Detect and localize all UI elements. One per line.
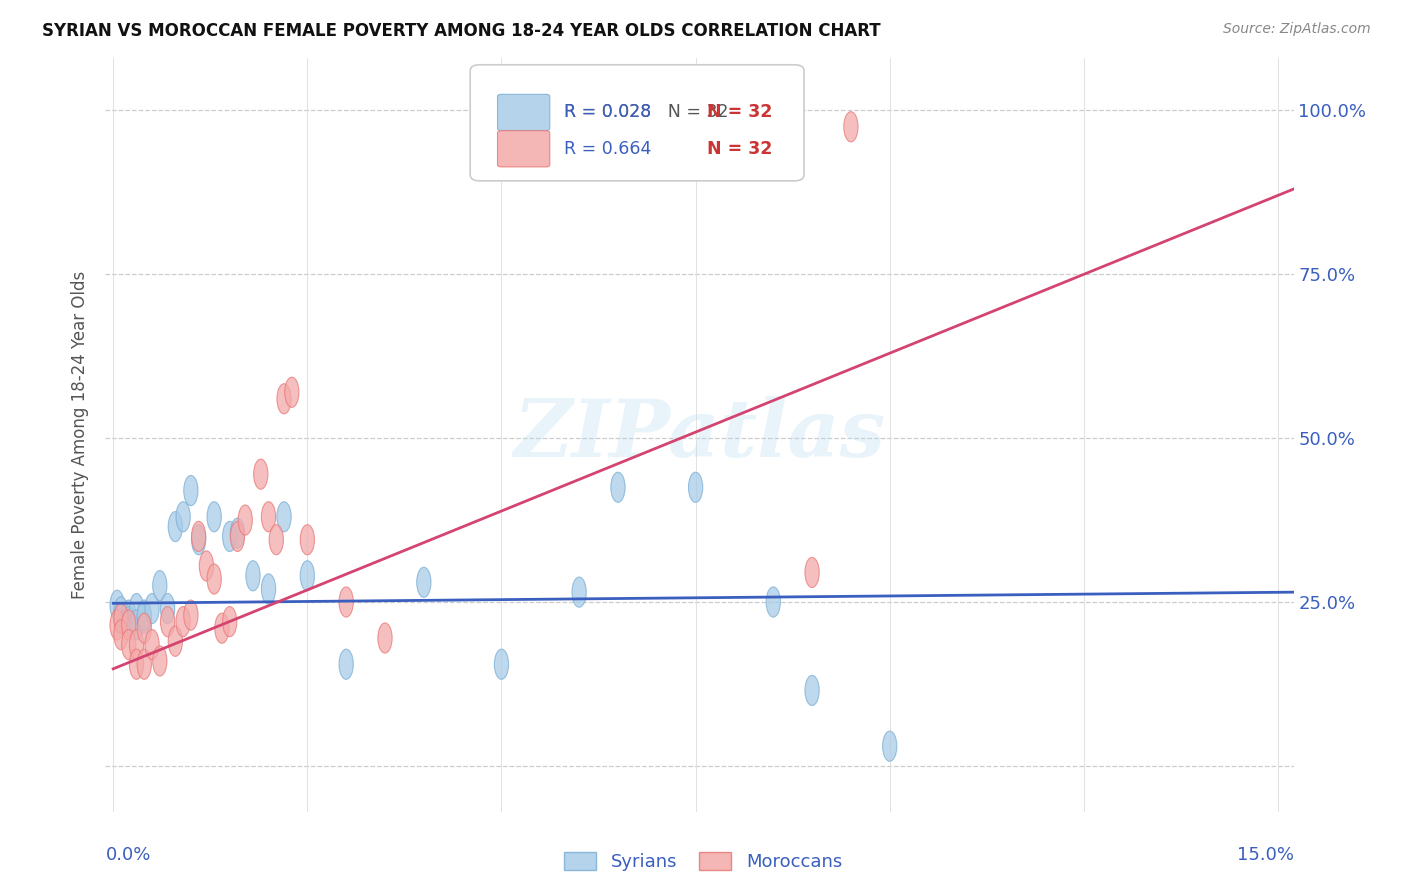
Ellipse shape: [114, 620, 128, 650]
Ellipse shape: [129, 593, 143, 624]
Ellipse shape: [238, 505, 252, 535]
Ellipse shape: [246, 561, 260, 591]
Text: SYRIAN VS MOROCCAN FEMALE POVERTY AMONG 18-24 YEAR OLDS CORRELATION CHART: SYRIAN VS MOROCCAN FEMALE POVERTY AMONG …: [42, 22, 880, 40]
Text: R = 0.664: R = 0.664: [564, 140, 651, 158]
Ellipse shape: [129, 649, 143, 680]
Ellipse shape: [215, 613, 229, 643]
Text: ZIPatlas: ZIPatlas: [513, 396, 886, 474]
Ellipse shape: [269, 524, 284, 555]
Ellipse shape: [138, 613, 152, 643]
Ellipse shape: [200, 551, 214, 581]
Ellipse shape: [176, 501, 190, 532]
Ellipse shape: [262, 501, 276, 532]
Text: 15.0%: 15.0%: [1236, 846, 1294, 863]
Ellipse shape: [806, 675, 820, 706]
Text: R = 0.028   N = 32: R = 0.028 N = 32: [564, 103, 728, 121]
Ellipse shape: [301, 524, 315, 555]
Ellipse shape: [121, 607, 136, 637]
Ellipse shape: [610, 472, 626, 502]
Ellipse shape: [138, 600, 152, 630]
Ellipse shape: [883, 731, 897, 761]
Ellipse shape: [114, 603, 128, 633]
Ellipse shape: [339, 587, 353, 617]
Ellipse shape: [253, 459, 269, 489]
Ellipse shape: [277, 384, 291, 414]
Text: 0.0%: 0.0%: [105, 846, 150, 863]
Ellipse shape: [495, 649, 509, 680]
Ellipse shape: [153, 646, 167, 676]
Ellipse shape: [110, 591, 124, 620]
Ellipse shape: [207, 501, 221, 532]
Ellipse shape: [191, 524, 205, 555]
Ellipse shape: [110, 610, 124, 640]
Ellipse shape: [572, 577, 586, 607]
Text: R = 0.028: R = 0.028: [564, 103, 651, 121]
Ellipse shape: [153, 571, 167, 600]
Ellipse shape: [160, 593, 174, 624]
FancyBboxPatch shape: [498, 95, 550, 130]
Ellipse shape: [129, 630, 143, 660]
Ellipse shape: [378, 623, 392, 653]
Ellipse shape: [339, 649, 353, 680]
Ellipse shape: [176, 607, 190, 637]
Ellipse shape: [121, 600, 136, 630]
Legend: Syrians, Moroccans: Syrians, Moroccans: [557, 846, 849, 879]
FancyBboxPatch shape: [498, 131, 550, 167]
Ellipse shape: [129, 610, 143, 640]
Ellipse shape: [416, 567, 432, 598]
Ellipse shape: [766, 587, 780, 617]
Ellipse shape: [222, 521, 236, 551]
Ellipse shape: [222, 607, 236, 637]
Ellipse shape: [145, 630, 159, 660]
Ellipse shape: [231, 521, 245, 551]
FancyBboxPatch shape: [470, 65, 804, 181]
Ellipse shape: [160, 607, 174, 637]
Ellipse shape: [121, 610, 136, 640]
Ellipse shape: [184, 475, 198, 506]
Ellipse shape: [114, 603, 128, 633]
Ellipse shape: [207, 564, 221, 594]
Ellipse shape: [844, 112, 858, 142]
Ellipse shape: [689, 472, 703, 502]
Ellipse shape: [138, 603, 152, 633]
Ellipse shape: [806, 558, 820, 588]
Ellipse shape: [169, 626, 183, 657]
Ellipse shape: [191, 521, 205, 551]
Ellipse shape: [262, 574, 276, 604]
Ellipse shape: [169, 511, 183, 541]
Ellipse shape: [231, 518, 245, 549]
Y-axis label: Female Poverty Among 18-24 Year Olds: Female Poverty Among 18-24 Year Olds: [72, 271, 90, 599]
Ellipse shape: [121, 630, 136, 660]
Ellipse shape: [301, 561, 315, 591]
Ellipse shape: [284, 377, 299, 408]
Text: N = 32: N = 32: [707, 140, 772, 158]
Ellipse shape: [138, 649, 152, 680]
Text: N = 32: N = 32: [707, 103, 772, 121]
Ellipse shape: [277, 501, 291, 532]
Ellipse shape: [145, 593, 159, 624]
Ellipse shape: [184, 600, 198, 630]
Text: Source: ZipAtlas.com: Source: ZipAtlas.com: [1223, 22, 1371, 37]
Ellipse shape: [114, 597, 128, 627]
